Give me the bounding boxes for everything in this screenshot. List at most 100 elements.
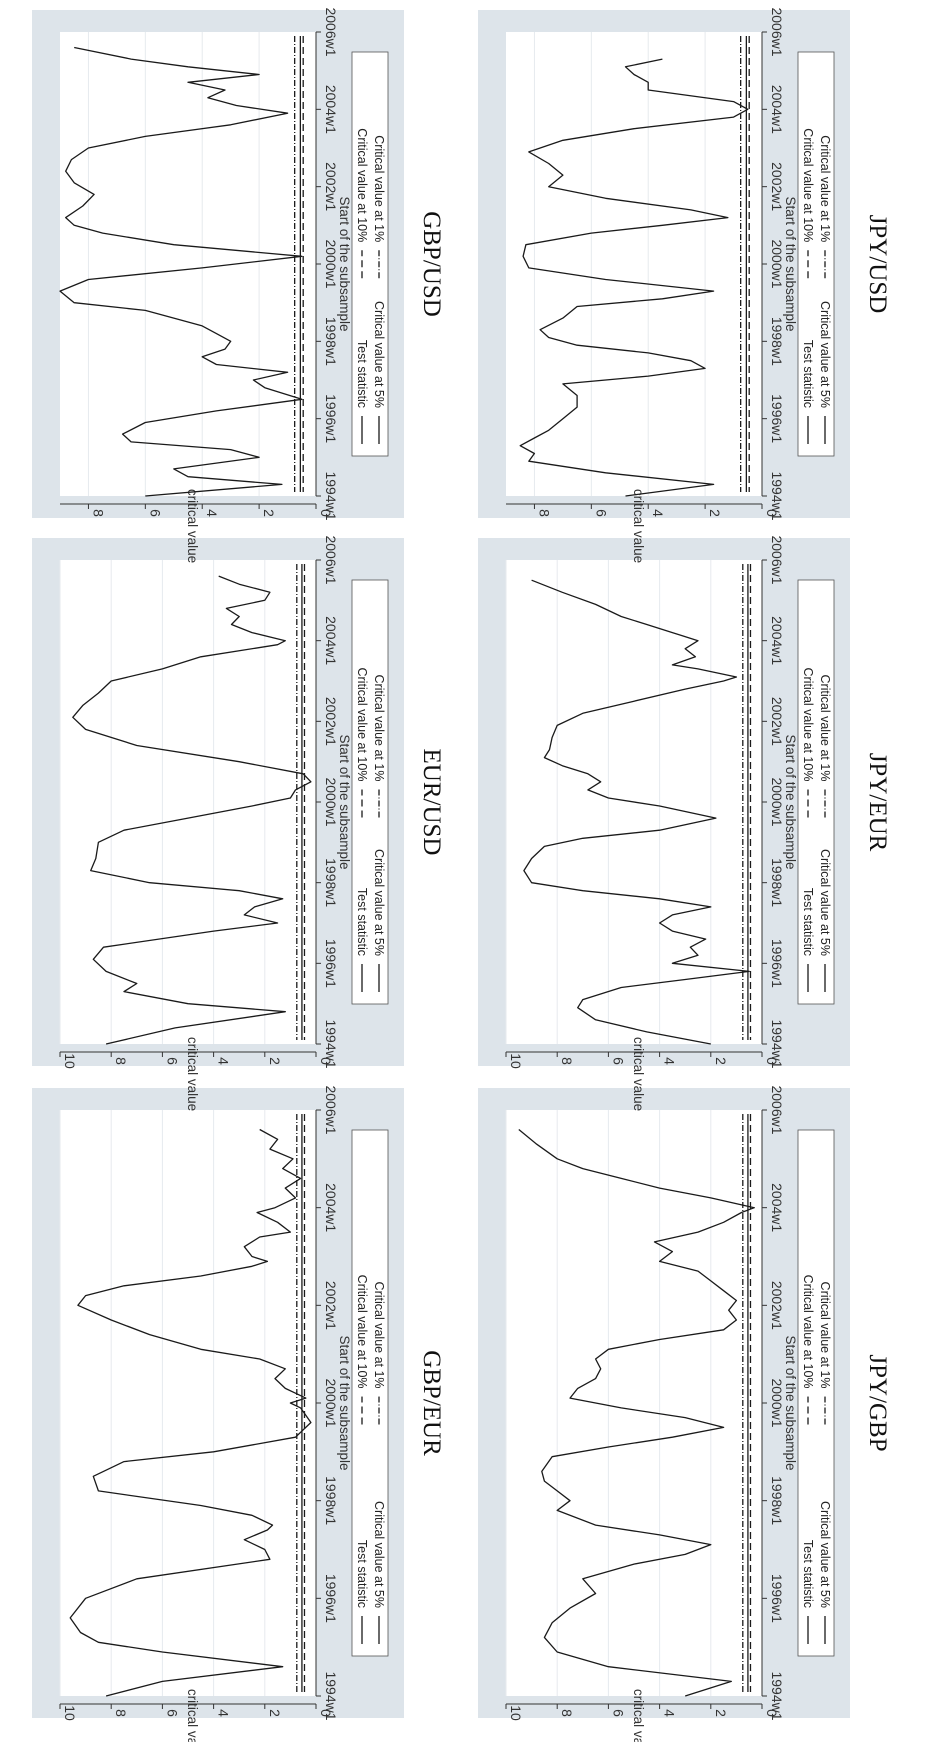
- legend-critical-5: Critical value at 5%: [818, 301, 832, 408]
- legend-critical-5: Critical value at 5%: [372, 301, 386, 408]
- y-tick-label: 4: [204, 509, 220, 517]
- x-tick-label: 2000w1: [323, 1378, 339, 1427]
- x-tick-label: 2002w1: [323, 697, 339, 746]
- x-axis-title: Start of the subsample: [783, 196, 798, 331]
- test-statistic-line: [72, 575, 312, 1045]
- panel-gbp-usd: 0 2 4 6 8 1994w1 1996w1 1998w1 2000w1 2002w1 2004w…: [32, 7, 445, 563]
- y-tick-label: 0: [764, 1709, 780, 1717]
- legend-test-statistic: Test statistic: [355, 888, 369, 956]
- legend-critical-5: Critical value at 5%: [818, 849, 832, 956]
- legend-critical-10: Critical value at 10%: [801, 1275, 815, 1389]
- plot-area: [506, 32, 762, 496]
- x-tick-label: 2006w1: [323, 7, 339, 56]
- y-tick-label: 6: [610, 1709, 626, 1717]
- y-tick-label: 0: [318, 1709, 334, 1717]
- y-tick-label: 4: [662, 1057, 678, 1065]
- x-tick-label: 2004w1: [769, 1183, 785, 1232]
- x-tick-label: 2000w1: [323, 777, 339, 826]
- x-tick-label: 2004w1: [323, 616, 339, 665]
- x-tick-label: 2002w1: [769, 1281, 785, 1330]
- legend-critical-10: Critical value at 10%: [355, 1275, 369, 1389]
- x-tick-label: 1994w1: [323, 1671, 339, 1720]
- x-tick-label: 1994w1: [769, 1671, 785, 1720]
- y-axis-title: critical value: [185, 1689, 200, 1742]
- test-statistic-line: [523, 579, 750, 1045]
- x-tick-label: 2000w1: [769, 1378, 785, 1427]
- y-tick-label: 10: [508, 1705, 524, 1721]
- y-tick-label: 6: [147, 509, 163, 517]
- x-tick-label: 2000w1: [769, 239, 785, 288]
- x-tick-label: 2002w1: [769, 697, 785, 746]
- y-tick-label: 6: [593, 509, 609, 517]
- x-axis-title: Start of the subsample: [337, 1335, 352, 1470]
- y-tick-label: 0: [764, 1057, 780, 1065]
- legend-box: [351, 1129, 389, 1657]
- legend-critical-5: Critical value at 5%: [818, 1501, 832, 1608]
- y-tick-label: 4: [650, 509, 666, 517]
- y-tick-label: 2: [713, 1709, 729, 1717]
- x-tick-label: 2002w1: [323, 162, 339, 211]
- y-tick-label: 4: [216, 1057, 232, 1065]
- legend-critical-1: Critical value at 1%: [372, 135, 386, 242]
- y-axis-title: critical value: [631, 1689, 646, 1742]
- y-axis-title: critical value: [185, 1037, 200, 1111]
- y-tick-label: 10: [62, 1053, 78, 1069]
- x-tick-label: 1998w1: [769, 317, 785, 366]
- legend-test-statistic: Test statistic: [801, 888, 815, 956]
- panel-title: JPY/GBP: [864, 1354, 891, 1451]
- x-tick-label: 2006w1: [769, 535, 785, 584]
- x-tick-label: 2004w1: [323, 85, 339, 134]
- x-tick-label: 2006w1: [323, 535, 339, 584]
- x-tick-label: 1998w1: [323, 1476, 339, 1525]
- panel-title: GBP/USD: [418, 211, 445, 317]
- x-tick-label: 1996w1: [323, 394, 339, 443]
- x-tick-label: 1994w1: [769, 1019, 785, 1068]
- x-tick-label: 2006w1: [769, 7, 785, 56]
- plot-area: [60, 1110, 316, 1696]
- y-tick-label: 8: [536, 509, 552, 517]
- panel-gbp-eur: 0 2 4 6 8 10 1994w1 1996w1 1998w1 2000w1 2002w1 200…: [32, 1085, 445, 1742]
- y-axis-title: critical value: [185, 489, 200, 563]
- legend-critical-1: Critical value at 1%: [372, 674, 386, 781]
- x-tick-label: 2000w1: [323, 239, 339, 288]
- legend-critical-1: Critical value at 1%: [818, 135, 832, 242]
- y-tick-label: 2: [713, 1057, 729, 1065]
- x-axis-title: Start of the subsample: [337, 196, 352, 331]
- x-tick-label: 1998w1: [769, 1476, 785, 1525]
- legend-test-statistic: Test statistic: [355, 1540, 369, 1608]
- y-tick-label: 2: [261, 509, 277, 517]
- panel-title: GBP/EUR: [418, 1350, 445, 1456]
- y-tick-label: 8: [559, 1709, 575, 1717]
- y-tick-label: 2: [707, 509, 723, 517]
- x-tick-label: 1996w1: [769, 939, 785, 988]
- y-tick-label: 0: [318, 509, 334, 517]
- y-tick-label: 2: [267, 1709, 283, 1717]
- legend-test-statistic: Test statistic: [801, 1540, 815, 1608]
- legend-critical-1: Critical value at 1%: [818, 674, 832, 781]
- y-tick-label: 0: [764, 509, 780, 517]
- y-tick-label: 10: [62, 1705, 78, 1721]
- x-tick-label: 2006w1: [769, 1085, 785, 1134]
- panel-jpy-usd: 0 2 4 6 8 1994w1 1996w1 1998w1 2000w1 2002w1 2004w…: [478, 7, 891, 563]
- legend-critical-10: Critical value at 10%: [801, 667, 815, 781]
- legend-critical-5: Critical value at 5%: [372, 849, 386, 956]
- x-tick-label: 1994w1: [323, 1019, 339, 1068]
- test-statistic-line: [69, 1128, 312, 1697]
- y-tick-label: 8: [113, 1057, 129, 1065]
- x-tick-label: 2002w1: [323, 1281, 339, 1330]
- x-axis-title: Start of the subsample: [783, 1335, 798, 1470]
- panel-title: EUR/USD: [418, 749, 445, 856]
- legend-test-statistic: Test statistic: [801, 340, 815, 408]
- x-tick-label: 1996w1: [323, 939, 339, 988]
- x-tick-label: 1996w1: [769, 1574, 785, 1623]
- plot-area: [60, 560, 316, 1044]
- y-tick-label: 8: [90, 509, 106, 517]
- legend-box: [797, 51, 835, 457]
- x-tick-label: 2004w1: [769, 616, 785, 665]
- test-statistic-line: [518, 1128, 755, 1697]
- panel-jpy-gbp: 0 2 4 6 8 10 1994w1 1996w1 1998w1 2000w1 2002w1 200…: [478, 1085, 891, 1742]
- legend-box: [797, 1129, 835, 1657]
- y-tick-label: 6: [610, 1057, 626, 1065]
- y-tick-label: 8: [113, 1709, 129, 1717]
